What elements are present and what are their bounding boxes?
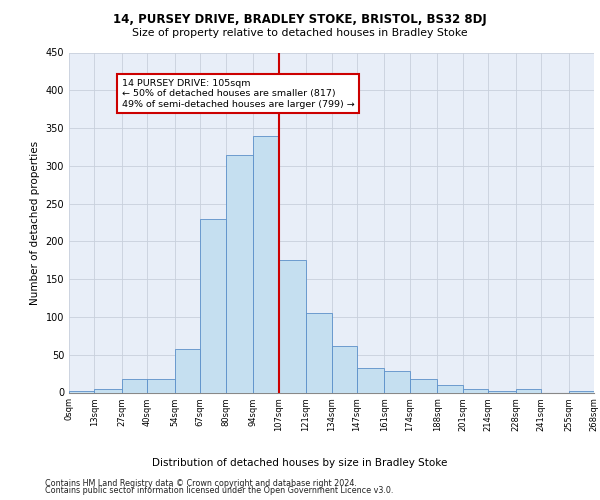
Bar: [515, 388, 541, 392]
Bar: [463, 388, 488, 392]
Bar: [69, 391, 94, 392]
Bar: [385, 372, 410, 392]
Text: Distribution of detached houses by size in Bradley Stoke: Distribution of detached houses by size …: [152, 458, 448, 468]
Bar: [357, 368, 385, 392]
Bar: [148, 379, 175, 392]
Bar: [488, 391, 515, 392]
Bar: [331, 346, 357, 393]
Y-axis label: Number of detached properties: Number of detached properties: [30, 140, 40, 304]
Text: Contains public sector information licensed under the Open Government Licence v3: Contains public sector information licen…: [45, 486, 394, 495]
Text: 14 PURSEY DRIVE: 105sqm
← 50% of detached houses are smaller (817)
49% of semi-d: 14 PURSEY DRIVE: 105sqm ← 50% of detache…: [122, 79, 355, 108]
Bar: [253, 136, 278, 392]
Bar: [410, 379, 437, 392]
Bar: [306, 313, 331, 392]
Bar: [569, 391, 594, 392]
Bar: [437, 385, 463, 392]
Bar: [94, 388, 122, 392]
Text: 14, PURSEY DRIVE, BRADLEY STOKE, BRISTOL, BS32 8DJ: 14, PURSEY DRIVE, BRADLEY STOKE, BRISTOL…: [113, 12, 487, 26]
Bar: [278, 260, 306, 392]
Bar: [226, 154, 253, 392]
Bar: [175, 350, 200, 393]
Text: Size of property relative to detached houses in Bradley Stoke: Size of property relative to detached ho…: [132, 28, 468, 38]
Text: Contains HM Land Registry data © Crown copyright and database right 2024.: Contains HM Land Registry data © Crown c…: [45, 478, 357, 488]
Bar: [122, 379, 148, 392]
Bar: [200, 218, 226, 392]
